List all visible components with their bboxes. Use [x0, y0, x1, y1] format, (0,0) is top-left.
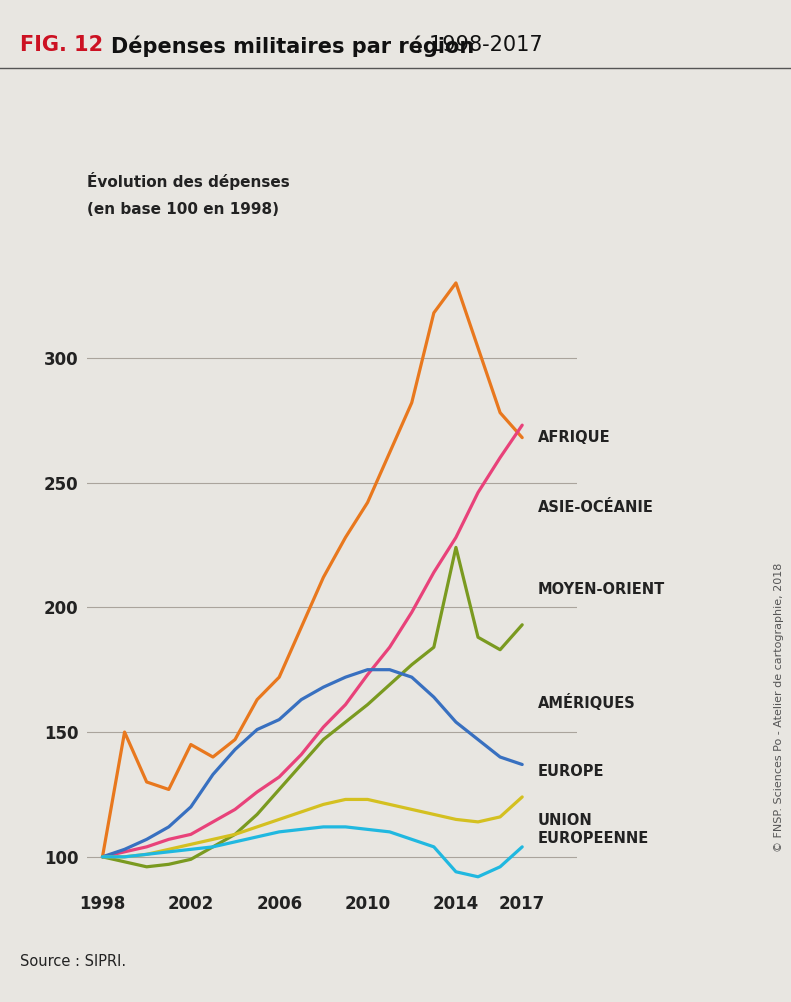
Text: Dépenses militaires par région: Dépenses militaires par région	[111, 35, 474, 56]
Text: UNION
EUROPEENNE: UNION EUROPEENNE	[538, 814, 649, 846]
Text: Évolution des dépenses: Évolution des dépenses	[87, 172, 290, 190]
Text: MOYEN-ORIENT: MOYEN-ORIENT	[538, 582, 665, 597]
Text: EUROPE: EUROPE	[538, 765, 604, 780]
Text: (en base 100 en 1998): (en base 100 en 1998)	[87, 202, 279, 217]
Text: AFRIQUE: AFRIQUE	[538, 430, 611, 445]
Text: ASIE-OCÉANIE: ASIE-OCÉANIE	[538, 500, 653, 515]
Text: , 1998-2017: , 1998-2017	[111, 35, 543, 55]
Text: Source : SIPRI.: Source : SIPRI.	[20, 954, 126, 969]
Text: FIG. 12: FIG. 12	[20, 35, 110, 55]
Text: © FNSP. Sciences Po - Atelier de cartographie, 2018: © FNSP. Sciences Po - Atelier de cartogr…	[774, 562, 784, 852]
Text: AMÉRIQUES: AMÉRIQUES	[538, 693, 635, 710]
